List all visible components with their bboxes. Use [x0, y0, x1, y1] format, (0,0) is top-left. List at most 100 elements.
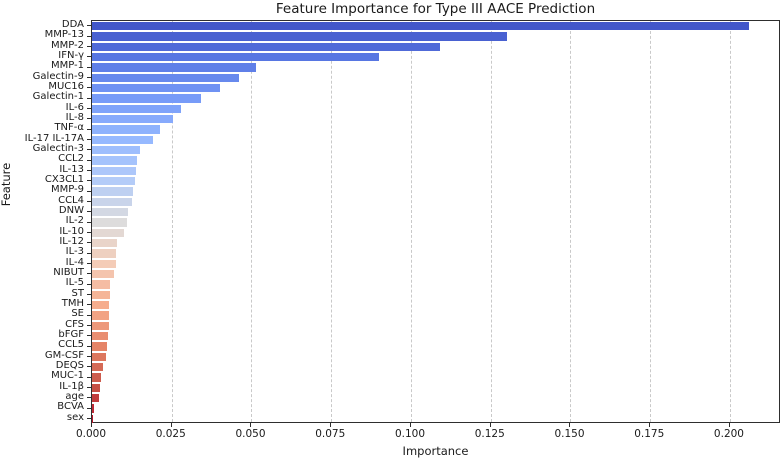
y-tick-label: IL-8 — [65, 112, 84, 123]
bar-IL-17 IL-17A — [92, 135, 154, 144]
x-tick-label: 0.100 — [394, 428, 425, 440]
bar-row — [92, 341, 779, 351]
y-tick-label: Galectin-9 — [32, 70, 84, 82]
x-tick-mark — [409, 423, 411, 427]
x-tick-label: 0.050 — [235, 428, 266, 440]
x-tick-mark — [489, 423, 491, 427]
bar-Galectin-9 — [92, 73, 240, 82]
y-tick-mark — [87, 221, 91, 223]
y-tick-label: CCL2 — [58, 153, 84, 165]
bar-row — [92, 248, 779, 258]
gridline — [729, 21, 731, 422]
x-tick-label: 0.075 — [315, 428, 346, 440]
bar-TNF-α — [92, 125, 160, 134]
y-tick-label: MUC-1 — [51, 370, 84, 382]
bar-MMP-1 — [92, 63, 256, 72]
bar-CCL5 — [92, 342, 108, 351]
bar-IL-3 — [92, 249, 117, 258]
y-tick-label: CX3CL1 — [44, 174, 84, 185]
y-tick-mark — [87, 66, 91, 68]
bar-MUC-1 — [92, 373, 101, 382]
bar-row — [92, 259, 779, 269]
y-tick-label: MMP-13 — [44, 29, 84, 41]
y-tick-mark — [87, 386, 91, 388]
bar-row — [92, 124, 779, 134]
y-tick-label: IL-4 — [65, 256, 84, 268]
y-tick-label: IL-17 IL-17A — [24, 132, 84, 144]
y-tick-label: CFS — [65, 318, 84, 330]
bar-CX3CL1 — [92, 177, 136, 186]
y-tick-mark — [87, 242, 91, 244]
x-tick-mark — [330, 423, 332, 427]
y-tick-label: DDA — [61, 19, 84, 30]
gridline — [171, 21, 173, 422]
y-tick-label: TNF-α — [54, 122, 84, 134]
x-axis-label: Importance — [402, 444, 469, 458]
y-tick-mark — [87, 231, 91, 233]
bar-row — [92, 135, 779, 145]
y-tick-label: MMP-9 — [50, 184, 84, 196]
bar-BCVA — [92, 404, 95, 413]
bar-row — [92, 52, 779, 62]
bar-age — [92, 394, 99, 403]
bar-IL-5 — [92, 280, 111, 289]
y-tick-mark — [87, 107, 91, 109]
y-tick-label: DNW — [58, 205, 84, 216]
bar-row — [92, 269, 779, 279]
chart-title: Feature Importance for Type III AACE Pre… — [275, 1, 596, 17]
y-tick-mark — [87, 97, 91, 99]
bar-MMP-2 — [92, 42, 440, 51]
y-tick-label: CCL4 — [58, 194, 84, 206]
bar-Galectin-1 — [92, 94, 202, 103]
bar-row — [92, 372, 779, 382]
y-tick-mark — [87, 407, 91, 409]
bar-sex — [92, 414, 93, 423]
y-tick-label: BCVA — [57, 401, 84, 413]
bar-TMH — [92, 301, 109, 310]
y-tick-mark — [87, 180, 91, 182]
bar-row — [92, 300, 779, 310]
x-tick-mark — [250, 423, 252, 427]
bar-CCL4 — [92, 197, 132, 206]
bar-IL-2 — [92, 218, 128, 227]
bar-row — [92, 166, 779, 176]
gridline — [650, 21, 652, 422]
y-tick-label: MUC16 — [48, 81, 84, 92]
bar-IL-12 — [92, 239, 117, 248]
y-tick-mark — [87, 324, 91, 326]
y-tick-mark — [87, 376, 91, 378]
bar-DDA — [92, 22, 750, 31]
y-tick-label: ST — [71, 287, 84, 299]
y-tick-label: IFN-γ — [58, 50, 84, 61]
y-tick-mark — [87, 190, 91, 192]
bar-IL-4 — [92, 259, 116, 268]
bar-row — [92, 114, 779, 124]
y-tick-label: NIBUT — [53, 267, 84, 278]
x-tick-label: 0.175 — [634, 428, 665, 440]
bar-CCL2 — [92, 156, 137, 165]
y-tick-label: IL-1β — [59, 380, 84, 392]
x-tick-label: 0.125 — [474, 428, 505, 440]
bar-SE — [92, 311, 109, 320]
bar-GM-CSF — [92, 352, 107, 361]
bar-row — [92, 42, 779, 52]
x-tick-label: 0.025 — [155, 428, 186, 440]
y-tick-mark — [87, 25, 91, 27]
y-tick-mark — [87, 293, 91, 295]
bar-CFS — [92, 321, 109, 330]
y-tick-label: TMH — [61, 298, 84, 309]
y-tick-label: bFGF — [58, 329, 84, 340]
y-tick-mark — [87, 397, 91, 399]
bar-IFN-γ — [92, 53, 380, 62]
y-tick-label: MMP-2 — [50, 39, 84, 51]
y-tick-mark — [87, 128, 91, 130]
bar-row — [92, 393, 779, 403]
y-tick-label: DEQS — [55, 360, 84, 371]
y-tick-label: GM-CSF — [44, 349, 84, 361]
bar-MMP-9 — [92, 187, 134, 196]
y-tick-mark — [87, 335, 91, 337]
bar-NIBUT — [92, 270, 114, 279]
x-tick-label: 0.000 — [75, 428, 107, 440]
y-tick-mark — [87, 283, 91, 285]
y-tick-mark — [87, 138, 91, 140]
